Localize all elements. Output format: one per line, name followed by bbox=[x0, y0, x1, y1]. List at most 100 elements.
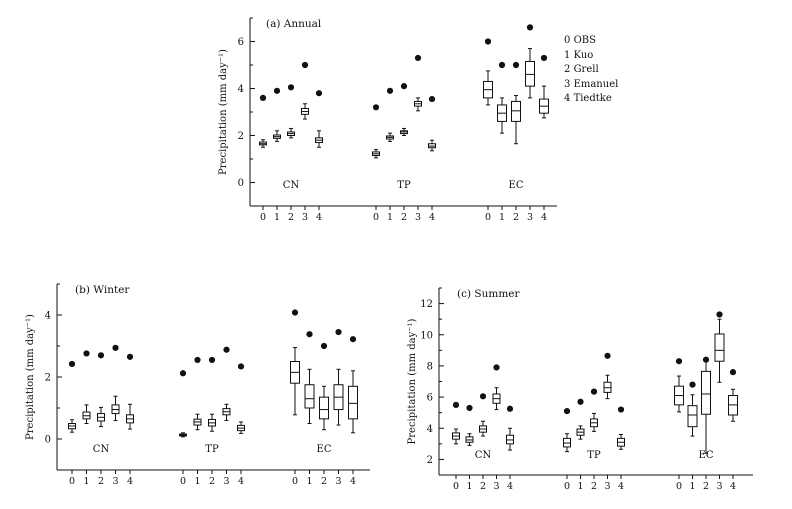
x-tick-label: 3 bbox=[415, 212, 421, 223]
x-tick-label: 1 bbox=[499, 212, 505, 223]
extreme-point bbox=[414, 54, 422, 62]
extreme-point bbox=[291, 309, 299, 316]
x-tick-label: 3 bbox=[335, 476, 341, 487]
box-ec-2 bbox=[701, 370, 711, 415]
x-tick-label: 2 bbox=[591, 481, 597, 492]
extreme-point bbox=[273, 87, 281, 94]
extreme-point bbox=[259, 94, 267, 101]
panel-title: (c) Summer bbox=[457, 288, 520, 300]
x-tick-label: 1 bbox=[387, 212, 393, 223]
extreme-point bbox=[386, 87, 394, 94]
x-tick-label: 3 bbox=[112, 476, 118, 487]
extreme-point bbox=[617, 406, 625, 413]
extreme-point bbox=[68, 360, 76, 368]
x-tick-label: 4 bbox=[618, 481, 624, 492]
legend: 0 OBS 1 Kuo 2 Grell 3 Emanuel 4 Tiedtke bbox=[564, 34, 618, 107]
extreme-point bbox=[315, 90, 323, 97]
legend-entry-grell: 2 Grell bbox=[564, 64, 599, 75]
group-label-cn: CN bbox=[93, 444, 110, 455]
extreme-point bbox=[126, 353, 134, 360]
extreme-point bbox=[729, 369, 737, 376]
extreme-point bbox=[577, 398, 584, 405]
extreme-point bbox=[702, 356, 710, 363]
x-tick-label: 2 bbox=[401, 212, 407, 223]
x-tick-label: 0 bbox=[453, 481, 459, 492]
x-tick-label: 4 bbox=[429, 212, 435, 223]
x-tick-label: 1 bbox=[306, 476, 312, 487]
group-label-ec: EC bbox=[509, 180, 524, 191]
x-tick-label: 2 bbox=[98, 476, 104, 487]
y-tick-label: 4 bbox=[238, 84, 244, 95]
extreme-point bbox=[306, 331, 313, 338]
y-tick-label: 2 bbox=[45, 373, 51, 384]
extreme-point bbox=[335, 328, 342, 336]
panel-annual: 0 2 4 6 Precipitation (mm day⁻¹) (a) Annual CN… bbox=[218, 17, 557, 223]
y-tick-label: 6 bbox=[238, 37, 244, 48]
x-tick-label: 2 bbox=[703, 481, 709, 492]
extreme-point bbox=[452, 401, 460, 408]
extreme-point bbox=[675, 358, 683, 365]
extreme-point bbox=[526, 24, 534, 31]
x-tick-label: 3 bbox=[493, 481, 499, 492]
x-tick-label: 0 bbox=[69, 476, 75, 487]
group-label-ec: EC bbox=[317, 444, 332, 455]
extreme-point bbox=[223, 346, 230, 353]
y-tick-label: 2 bbox=[238, 131, 244, 142]
panel-winter: 0 2 4 Precipitation (mm day⁻¹) (b) Winter CN 0… bbox=[25, 283, 370, 487]
x-tick-label: 2 bbox=[480, 481, 486, 492]
y-axis-label: Precipitation (mm day⁻¹) bbox=[25, 314, 36, 440]
extreme-point bbox=[179, 370, 187, 377]
panel-title: (a) Annual bbox=[266, 18, 322, 30]
x-tick-label: 4 bbox=[350, 476, 356, 487]
group-label-tp: TP bbox=[205, 444, 219, 455]
x-tick-label: 1 bbox=[689, 481, 695, 492]
extreme-point bbox=[349, 336, 357, 343]
legend-entry-obs: 0 OBS bbox=[564, 35, 596, 46]
extreme-point bbox=[208, 356, 216, 364]
x-tick-label: 3 bbox=[302, 212, 308, 223]
extreme-point bbox=[540, 54, 548, 62]
group-label-tp: TP bbox=[587, 450, 601, 461]
extreme-point bbox=[479, 393, 487, 400]
x-tick-label: 0 bbox=[564, 481, 570, 492]
group-label-ec: EC bbox=[699, 450, 714, 461]
extreme-point bbox=[194, 356, 201, 364]
x-tick-label: 0 bbox=[485, 212, 491, 223]
box-ec-2 bbox=[319, 396, 329, 420]
panel-title: (b) Winter bbox=[75, 284, 130, 296]
x-tick-label: 3 bbox=[716, 481, 722, 492]
extreme-point bbox=[237, 363, 245, 370]
x-tick-label: 3 bbox=[604, 481, 610, 492]
extreme-point bbox=[372, 104, 380, 111]
y-tick-label: 0 bbox=[45, 435, 51, 446]
y-axis-label: Precipitation (mm day⁻¹) bbox=[407, 318, 418, 444]
extreme-point bbox=[301, 61, 309, 69]
y-tick-label: 0 bbox=[238, 178, 244, 189]
x-tick-label: 0 bbox=[373, 212, 379, 223]
box-ec-1 bbox=[304, 384, 315, 409]
extreme-point bbox=[493, 364, 500, 371]
extreme-point bbox=[604, 352, 611, 359]
extreme-point bbox=[428, 95, 436, 103]
x-tick-label: 2 bbox=[513, 212, 519, 223]
extreme-point bbox=[563, 408, 571, 415]
x-tick-label: 4 bbox=[316, 212, 322, 223]
extreme-point bbox=[400, 83, 408, 90]
x-tick-label: 1 bbox=[194, 476, 200, 487]
legend-entry-kuo: 1 Kuo bbox=[564, 49, 594, 61]
legend-entry-emanuel: 3 Emanuel bbox=[564, 78, 619, 90]
x-tick-label: 4 bbox=[507, 481, 513, 492]
x-tick-label: 0 bbox=[180, 476, 186, 487]
x-tick-label: 1 bbox=[274, 212, 280, 223]
extreme-point bbox=[590, 388, 598, 395]
x-tick-label: 1 bbox=[466, 481, 472, 492]
x-tick-label: 1 bbox=[577, 481, 583, 492]
x-tick-label: 4 bbox=[127, 476, 133, 487]
y-tick-label: 12 bbox=[420, 299, 433, 310]
extreme-point bbox=[498, 61, 506, 69]
x-tick-label: 2 bbox=[321, 476, 327, 487]
box-ec-1 bbox=[687, 405, 698, 428]
group-label-cn: CN bbox=[283, 180, 300, 191]
extreme-point bbox=[484, 38, 492, 45]
x-tick-label: 0 bbox=[676, 481, 682, 492]
